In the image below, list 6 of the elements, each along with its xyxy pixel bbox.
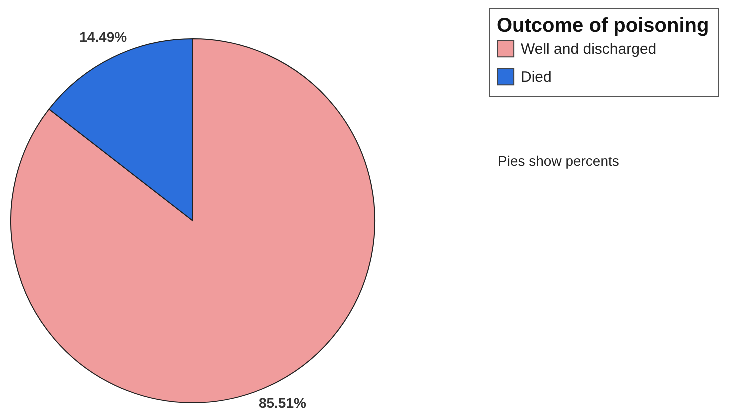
legend-title: Outcome of poisoning xyxy=(497,15,710,37)
data-label: 14.49% xyxy=(80,28,128,45)
data-label: 85.51% xyxy=(258,395,307,411)
legend-label: Died xyxy=(521,69,552,86)
text: Pies show percents xyxy=(498,153,620,169)
legend-label: Well and discharged xyxy=(521,41,657,58)
